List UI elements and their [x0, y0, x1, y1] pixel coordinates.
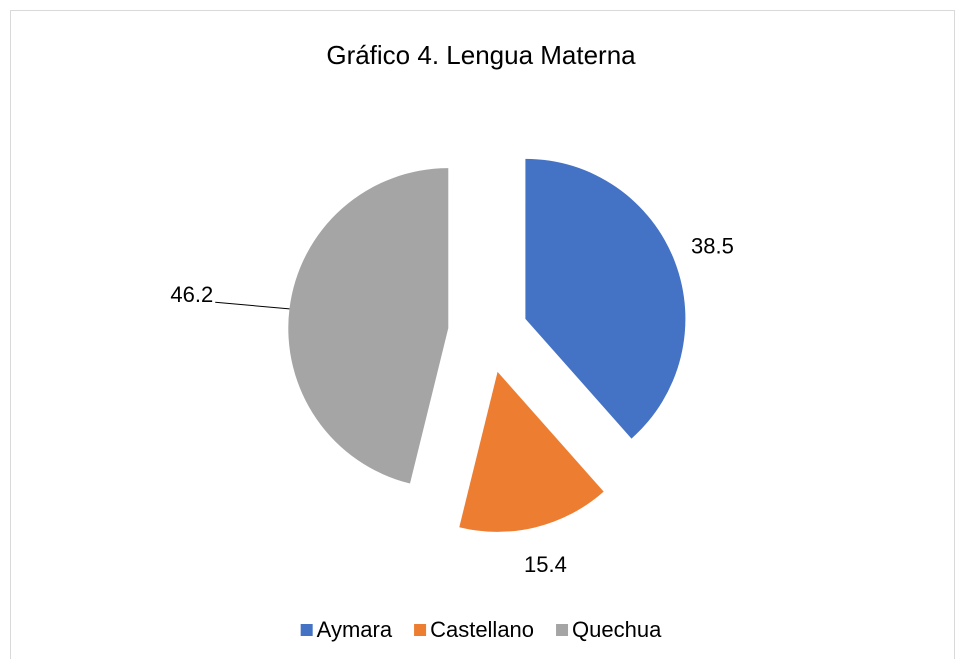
legend-label: Castellano	[430, 617, 534, 642]
legend-swatch	[300, 624, 313, 636]
legend-label: Quechua	[572, 617, 662, 642]
pie-slice	[288, 168, 449, 484]
legend-swatch	[414, 624, 427, 636]
data-label: 46.2	[170, 282, 213, 307]
pie-slice	[525, 158, 686, 439]
legend-label: Aymara	[317, 617, 393, 642]
pie-slice	[459, 371, 604, 532]
leader-line	[215, 301, 290, 310]
legend-swatch	[556, 624, 569, 636]
data-label: 15.4	[524, 552, 567, 577]
chart-frame	[10, 10, 955, 659]
data-label: 38.5	[691, 234, 734, 259]
chart-title: Gráfico 4. Lengua Materna	[326, 40, 636, 70]
